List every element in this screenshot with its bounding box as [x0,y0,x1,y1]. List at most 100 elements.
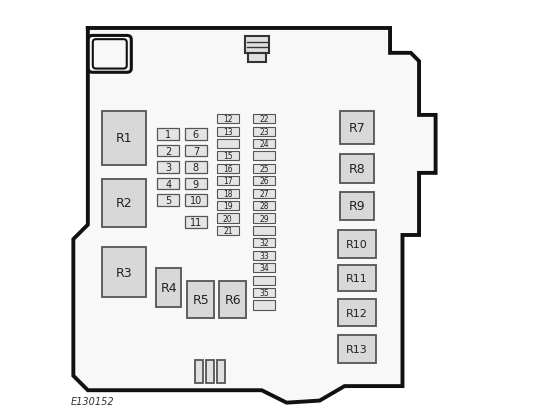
Text: 13: 13 [223,127,233,136]
Bar [185,145,207,157]
Bar [217,140,239,149]
Text: 25: 25 [259,164,269,173]
Bar [340,112,374,145]
Bar [338,299,376,326]
Text: 10: 10 [190,196,202,206]
Text: 9: 9 [193,179,199,189]
Bar [253,263,275,273]
Bar [217,214,239,223]
Text: R12: R12 [346,308,368,318]
Text: 2: 2 [165,146,171,156]
Bar [157,129,179,140]
Bar [219,281,246,318]
Text: R10: R10 [346,239,368,249]
FancyBboxPatch shape [93,40,127,69]
Text: R5: R5 [192,293,209,306]
Text: 11: 11 [190,217,202,227]
Bar [253,140,275,149]
Bar [217,152,239,161]
Bar [338,266,376,291]
Bar [157,145,179,157]
Polygon shape [73,29,436,403]
Text: 26: 26 [259,177,269,186]
Text: R2: R2 [116,197,132,210]
Text: 35: 35 [259,288,269,297]
Bar [187,281,214,318]
Text: 21: 21 [223,226,233,235]
Text: 29: 29 [259,214,269,223]
Text: 34: 34 [259,263,269,273]
Text: R1: R1 [116,132,132,145]
Bar [217,177,239,186]
Text: 33: 33 [259,251,269,260]
Bar [253,164,275,173]
Bar [253,288,275,297]
Bar [217,202,239,211]
Text: R4: R4 [160,282,177,294]
Text: 27: 27 [259,189,269,198]
Bar [217,361,225,383]
Bar [253,251,275,260]
Text: 6: 6 [193,130,199,140]
Bar [194,361,203,383]
Bar [338,230,376,258]
Text: E130152: E130152 [70,396,114,406]
Bar [103,180,146,227]
Bar [253,189,275,198]
Bar [253,202,275,211]
Bar [185,195,207,206]
Text: 22: 22 [259,115,269,124]
Text: 3: 3 [165,163,171,173]
FancyBboxPatch shape [88,36,131,73]
Text: 20: 20 [223,214,233,223]
Bar [185,178,207,190]
Text: 4: 4 [165,179,171,189]
Bar [248,54,266,63]
Text: 15: 15 [223,152,233,161]
Text: 5: 5 [165,196,171,206]
Text: 19: 19 [223,202,233,211]
Text: R13: R13 [346,344,368,354]
Text: R7: R7 [348,121,366,135]
Text: R11: R11 [346,273,368,283]
Text: 17: 17 [223,177,233,186]
Bar [253,177,275,186]
Text: 1: 1 [165,130,171,140]
Bar [253,276,275,285]
Bar [253,115,275,124]
Bar [253,152,275,161]
Bar [157,178,179,190]
Bar [157,162,179,173]
Bar [217,189,239,198]
Bar [157,195,179,206]
Bar [217,164,239,173]
Text: 8: 8 [193,163,199,173]
Text: 23: 23 [259,127,269,136]
Text: 18: 18 [223,189,233,198]
Bar [185,216,207,228]
Bar [206,361,214,383]
Bar [340,155,374,184]
Bar [156,268,181,308]
Bar [185,129,207,140]
Text: R6: R6 [225,293,241,306]
Text: R9: R9 [349,200,365,213]
Bar [217,127,239,136]
Text: R8: R8 [348,163,366,176]
Bar [245,37,269,54]
Bar [185,162,207,173]
Text: 16: 16 [223,164,233,173]
Text: 24: 24 [259,140,269,149]
Bar [103,112,146,165]
Bar [217,226,239,235]
Text: 32: 32 [259,239,269,248]
Bar [338,335,376,363]
Bar [253,127,275,136]
Text: 7: 7 [193,146,199,156]
Bar [253,239,275,248]
Text: 12: 12 [223,115,233,124]
Bar [340,192,374,221]
Bar [103,248,146,297]
Bar [253,214,275,223]
Bar [253,301,275,310]
